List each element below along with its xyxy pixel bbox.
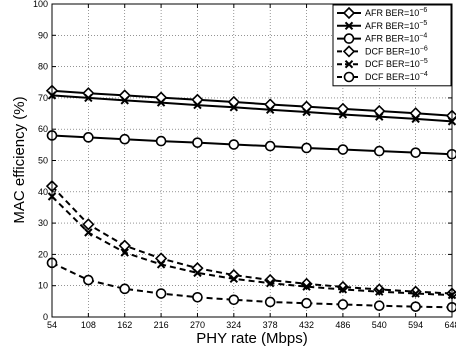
data-point [119,283,131,295]
legend-item: DCF BER=10−6 [337,45,428,58]
data-point [83,132,94,143]
data-point [192,291,203,303]
legend-item: AFR BER=10−6 [337,6,427,20]
series-4 [45,180,456,300]
series-line [51,195,453,297]
y-tick-label: 10 [38,281,48,291]
legend-marker [342,45,356,58]
legend-label: AFR BER=10−4 [365,33,427,44]
legend-box [332,4,452,87]
data-point [373,300,385,312]
legend-marker [344,21,354,31]
data-point [337,299,349,310]
data-point [337,144,349,155]
series-line [51,261,453,309]
x-tick-label: 54 [47,320,57,330]
x-axis-label: PHY rate (Mbps) [196,330,307,347]
x-tick-label: 540 [372,320,387,330]
y-tick-label: 50 [38,156,48,166]
grid [52,4,452,317]
data-point [411,114,420,124]
data-point [264,296,276,308]
x-tick-label: 324 [226,320,241,330]
data-point [302,107,311,117]
data-point [193,268,202,278]
data-point [264,140,276,152]
data-point [156,260,166,269]
y-tick-label: 60 [38,124,48,134]
legend-marker [342,6,356,20]
y-tick-label: 100 [33,0,48,9]
data-point [373,145,385,157]
x-tick-label: 648 [444,320,456,330]
data-point [193,100,202,110]
data-point [228,139,240,150]
ticks: 54 108 162 216 270 324 378 432 486 540 594 648 0 10 20… [33,0,456,330]
series-line [51,89,453,117]
series-line [51,94,453,123]
data-point [375,287,384,296]
data-point [119,133,131,145]
legend-label: DCF BER=10−6 [365,45,428,56]
x-tick-label: 594 [408,320,423,330]
legend-item: DCF BER=10−4 [337,71,428,83]
y-tick-label: 0 [43,312,48,322]
legend-marker [344,59,354,69]
data-point [301,297,312,309]
x-tick-label: 486 [335,320,350,330]
data-point [229,274,239,284]
data-point [375,112,384,121]
x-tick-label: 432 [299,320,314,330]
x-tick-label: 162 [117,320,132,330]
legend-label: DCF BER=10−5 [365,58,428,69]
data-point [410,301,421,312]
series-line [51,185,453,295]
x-tick-label: 378 [263,320,278,330]
legend-item: AFR BER=10−4 [337,33,427,44]
y-tick-label: 70 [38,93,48,103]
data-point [120,96,129,105]
legend-marker [343,33,355,44]
y-tick-label: 30 [38,218,48,228]
x-tick-label: 270 [190,320,205,330]
legend-label: DCF BER=10−4 [365,71,428,82]
data-point [229,103,239,112]
series-2 [47,91,456,126]
data-point [301,142,312,154]
data-point [265,105,275,115]
data-point [155,135,167,147]
data-point [118,239,131,252]
data-point [156,98,166,107]
data-point [411,289,420,298]
data-point [82,218,95,231]
data-point [410,147,421,158]
y-tick-label: 90 [38,30,48,40]
y-tick-label: 80 [38,62,48,72]
x-tick-label: 216 [154,320,169,330]
legend-marker [343,71,355,83]
x-tick-label: 108 [81,320,96,330]
data-point [84,93,93,103]
data-point [265,278,275,288]
data-point [83,274,94,286]
y-tick-label: 40 [38,187,48,197]
legend-item: AFR BER=10−5 [337,20,427,31]
y-tick-label: 20 [38,249,48,259]
series-line [51,134,453,156]
data-point [155,288,167,299]
legend-label: AFR BER=10−6 [365,7,427,18]
legend-label: AFR BER=10−5 [365,20,427,31]
data-point [338,110,348,119]
data-point [302,282,311,291]
data-point [84,228,93,237]
data-point [120,248,129,257]
data-point [338,285,348,294]
data-point [228,294,240,306]
legend-item: DCF BER=10−5 [337,58,428,69]
y-axis-label: MAC efficiency (%) [11,96,28,223]
data-point [192,137,203,148]
